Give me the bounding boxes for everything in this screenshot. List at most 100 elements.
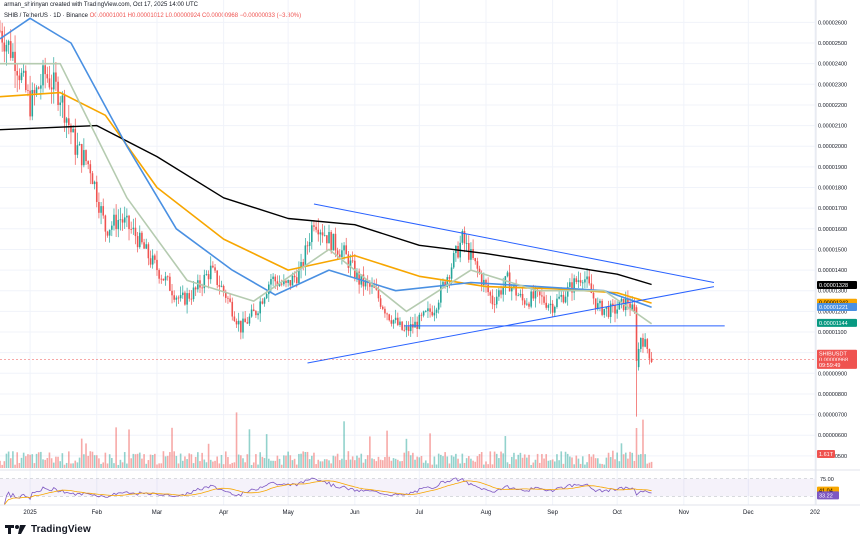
candle-body: [388, 314, 391, 321]
x-tick-label: Oct: [612, 510, 622, 516]
volume-bar: [495, 453, 498, 468]
volume-bar: [343, 421, 345, 468]
candle-body: [257, 313, 259, 316]
candle-body: [397, 317, 399, 325]
candle-body: [571, 282, 573, 293]
candle-body: [188, 293, 191, 299]
volume-bar: [218, 463, 221, 468]
candle-body: [317, 229, 320, 235]
volume-bar: [446, 456, 449, 468]
y-tick-label: 0.00001300: [818, 289, 847, 295]
candle-body: [229, 298, 231, 302]
candle-body: [209, 265, 212, 280]
candle-body: [358, 271, 360, 285]
candle-body: [214, 267, 216, 271]
volume-bar: [201, 452, 203, 468]
volume-bar: [7, 451, 10, 468]
volume-bar: [523, 454, 526, 468]
candle-body: [347, 254, 350, 268]
candle-body: [106, 231, 109, 236]
candle-body: [272, 276, 274, 280]
candle-body: [506, 272, 509, 277]
candle-body: [521, 293, 524, 301]
volume-bar: [442, 456, 444, 468]
volume-bar: [424, 460, 427, 468]
volume-bar: [224, 451, 227, 468]
y-tick-label: 0.00001400: [818, 268, 847, 274]
candle-body: [538, 290, 541, 296]
candle-body: [338, 254, 341, 258]
candle-body: [244, 318, 246, 323]
volume-bar: [308, 459, 311, 468]
candle-body: [156, 259, 158, 271]
price-tag-label: 0.00001144: [819, 321, 848, 327]
volume-bar: [470, 458, 472, 468]
volume-bar: [123, 452, 126, 468]
trendline[interactable]: [313, 203, 715, 283]
candle-body: [184, 292, 186, 305]
candle-body: [549, 303, 552, 306]
volume-bar: [134, 454, 137, 468]
candle-body: [108, 229, 111, 236]
candle-body: [235, 321, 238, 325]
candle-body: [55, 72, 57, 82]
candle-body: [377, 289, 380, 299]
candle-body: [650, 358, 653, 362]
volume-bar: [637, 454, 640, 468]
volume-bar: [194, 456, 197, 468]
candle-body: [629, 303, 631, 310]
volume-bar: [538, 462, 541, 468]
candle-body: [431, 311, 434, 316]
volume-bar: [285, 455, 287, 468]
volume-bar: [138, 452, 141, 468]
candle-body: [491, 295, 494, 305]
volume-bar: [646, 463, 649, 468]
candle-body: [255, 311, 257, 316]
candle-body: [328, 232, 330, 244]
volume-bar: [562, 463, 565, 468]
candle-body: [586, 276, 588, 280]
candle-body: [364, 280, 367, 287]
candle-body: [104, 215, 107, 232]
volume-bar: [334, 456, 337, 468]
volume-bar: [648, 462, 651, 468]
candle-body: [607, 306, 610, 317]
volume-bar: [89, 451, 92, 468]
volume-bar: [455, 453, 457, 468]
volume-bar: [108, 454, 111, 468]
volume-bar: [590, 456, 593, 468]
candle-body: [343, 245, 345, 251]
volume-bar: [407, 451, 410, 468]
candle-body: [194, 287, 197, 290]
volume-bar: [186, 459, 188, 468]
volume-bar: [635, 428, 638, 468]
candle-body: [597, 303, 599, 310]
candle-body: [250, 309, 253, 317]
volume-bar: [345, 459, 348, 468]
volume-bar: [624, 452, 627, 468]
volume-bar: [629, 451, 631, 468]
volume-bar: [601, 463, 603, 468]
candle-body: [102, 206, 105, 216]
candle-body: [237, 320, 240, 325]
candle-body: [143, 242, 145, 249]
volume-bar: [640, 454, 642, 468]
candle-body: [171, 290, 173, 296]
rsi-tag-label: 33.22: [819, 493, 833, 499]
candle-body: [590, 283, 593, 293]
candle-body: [515, 285, 517, 296]
candle-body: [48, 78, 51, 88]
candle-body: [513, 285, 515, 287]
candle-body: [541, 295, 543, 297]
volume-bar: [388, 456, 391, 468]
trendline[interactable]: [307, 286, 715, 364]
volume-bar: [633, 460, 636, 468]
candle-body: [442, 281, 444, 285]
volume-bar: [263, 458, 266, 468]
symbol-label[interactable]: SHIB / TetherUS · 1D · Binance: [4, 13, 88, 19]
candle-body: [276, 281, 279, 286]
volume-bar: [295, 464, 298, 468]
candle-body: [31, 89, 34, 117]
volume-bar: [541, 453, 543, 468]
